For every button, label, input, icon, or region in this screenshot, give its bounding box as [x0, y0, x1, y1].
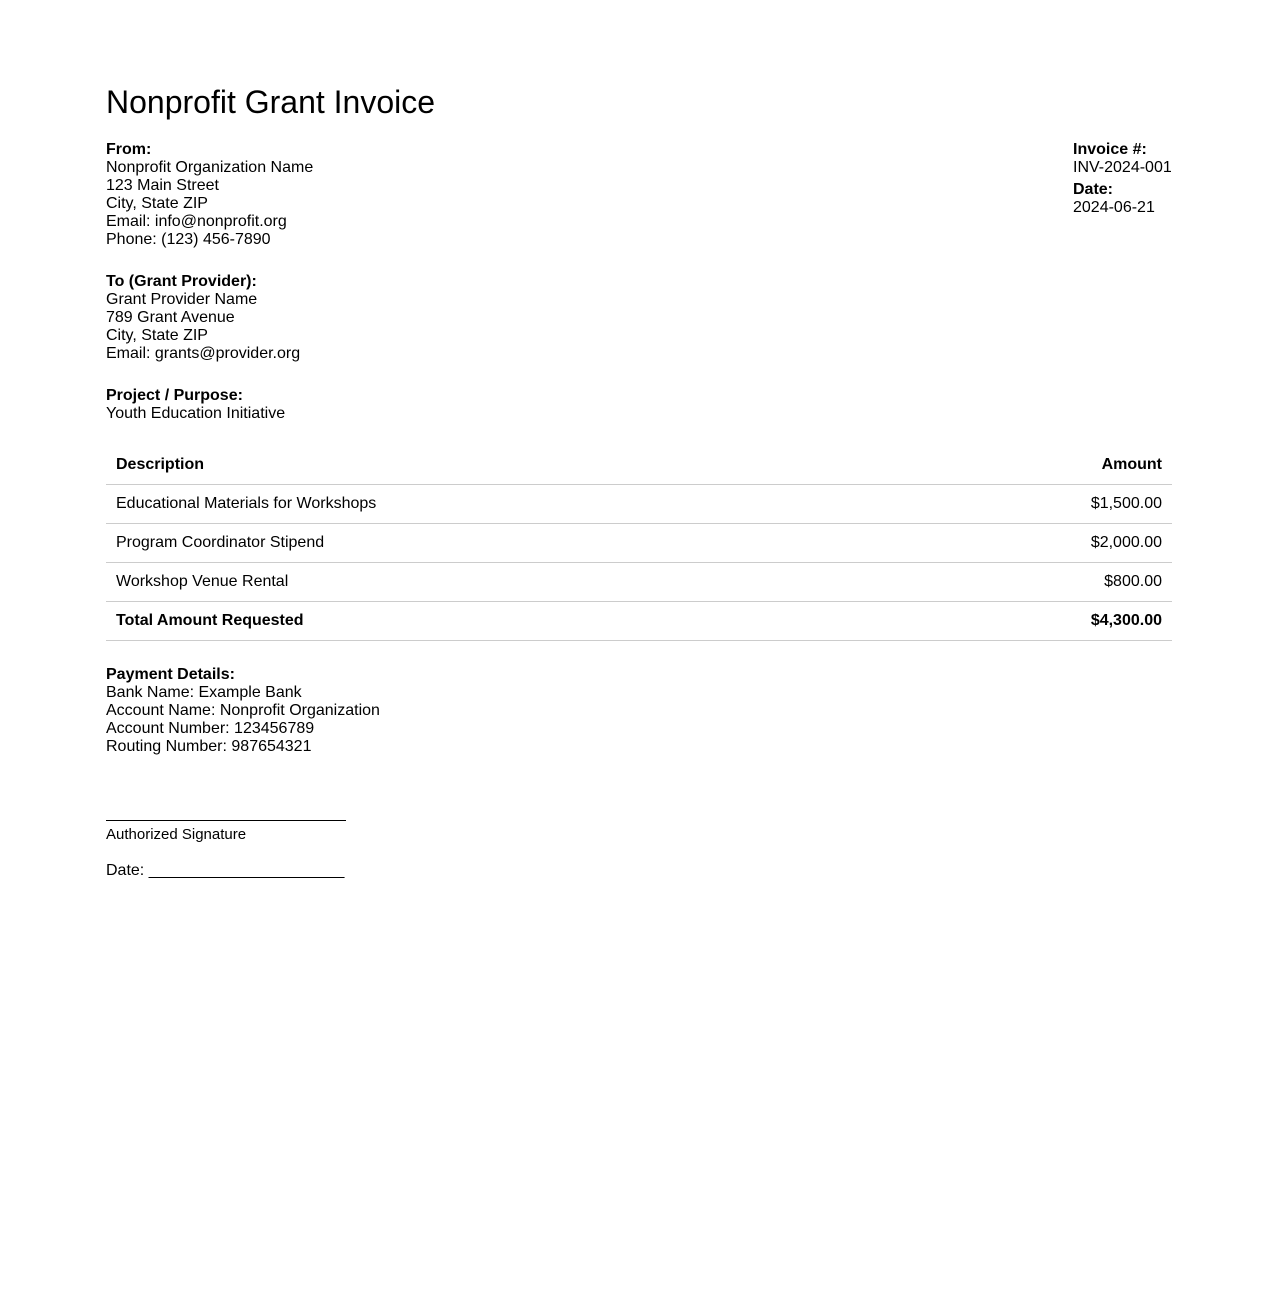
to-block: To (Grant Provider): Grant Provider Name… — [106, 273, 300, 363]
to-line: 789 Grant Avenue — [106, 309, 235, 326]
project-label: Project / Purpose: — [106, 387, 243, 404]
row-amount: $800.00 — [910, 562, 1172, 602]
invoice-number: INV-2024-001 — [1073, 159, 1172, 176]
to-label: To (Grant Provider): — [106, 273, 257, 290]
from-block: From: Nonprofit Organization Name 123 Ma… — [106, 141, 313, 249]
to-line: City, State ZIP — [106, 327, 208, 344]
signature-date-line: Date: ______________________ — [106, 862, 345, 879]
row-amount: $1,500.00 — [910, 484, 1172, 524]
from-line: City, State ZIP — [106, 195, 208, 212]
row-description: Program Coordinator Stipend — [106, 523, 911, 563]
row-description: Workshop Venue Rental — [106, 562, 911, 602]
header-description: Description — [106, 446, 911, 485]
payment-line: Account Name: Nonprofit Organization — [106, 702, 380, 719]
payment-line: Account Number: 123456789 — [106, 720, 315, 737]
invoice-meta: Invoice #: INV-2024-001 Date: 2024-06-21 — [1073, 141, 1172, 217]
project-value: Youth Education Initiative — [106, 405, 286, 422]
from-label: From: — [106, 141, 152, 158]
row-amount: $2,000.00 — [910, 523, 1172, 563]
signature-label: Authorized Signature — [106, 826, 247, 843]
table-row: Program Coordinator Stipend $2,000.00 — [106, 523, 1172, 563]
from-line: Email: info@nonprofit.org — [106, 213, 287, 230]
page-title: Nonprofit Grant Invoice — [106, 84, 436, 120]
total-row: Total Amount Requested $4,300.00 — [106, 601, 1172, 641]
project-block: Project / Purpose: Youth Education Initi… — [106, 387, 285, 423]
invoice-number-label: Invoice #: — [1073, 141, 1147, 158]
to-line: Grant Provider Name — [106, 291, 258, 308]
total-amount: $4,300.00 — [910, 601, 1172, 641]
table-row: Educational Materials for Workshops $1,50… — [106, 484, 1172, 524]
total-label: Total Amount Requested — [106, 601, 911, 641]
header-amount: Amount — [910, 446, 1172, 485]
from-line: Nonprofit Organization Name — [106, 159, 314, 176]
to-line: Email: grants@provider.org — [106, 345, 301, 362]
items-table: Description Amount Educational Materials… — [106, 446, 1172, 641]
payment-label: Payment Details: — [106, 666, 235, 683]
table-header: Description Amount — [106, 446, 1172, 485]
payment-line: Bank Name: Example Bank — [106, 684, 302, 701]
payment-block: Payment Details: Bank Name: Example Bank… — [106, 666, 380, 756]
from-line: Phone: (123) 456-7890 — [106, 231, 271, 248]
table-row: Workshop Venue Rental $800.00 — [106, 562, 1172, 602]
invoice-date: 2024-06-21 — [1073, 199, 1155, 216]
invoice-date-label: Date: — [1073, 181, 1114, 198]
payment-line: Routing Number: 987654321 — [106, 738, 312, 755]
from-line: 123 Main Street — [106, 177, 219, 194]
row-description: Educational Materials for Workshops — [106, 484, 911, 524]
signature-line — [106, 820, 346, 821]
